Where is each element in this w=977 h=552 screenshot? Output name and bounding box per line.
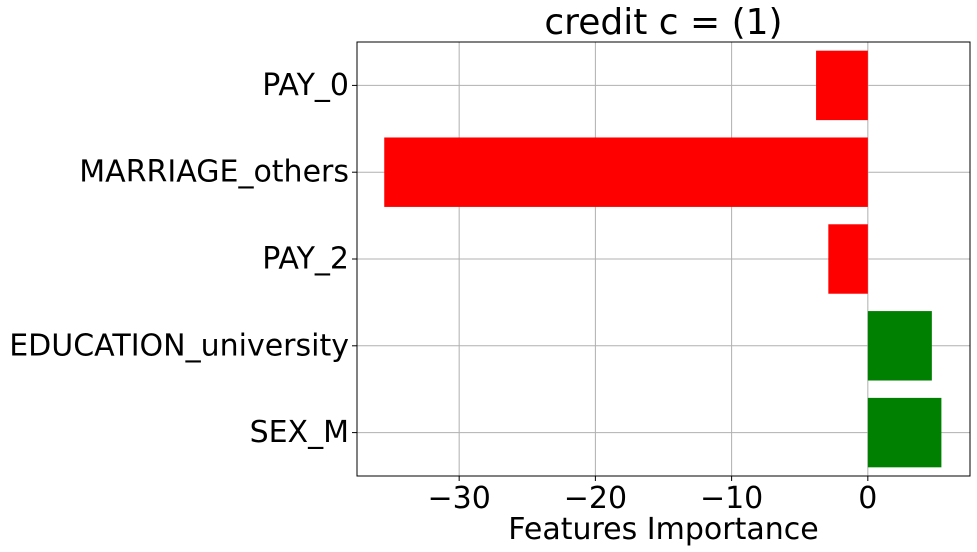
category-labels: PAY_0 MARRIAGE_others PAY_2 EDUCATION_unive… (9, 68, 349, 450)
category-label: EDUCATION_university (9, 328, 349, 363)
bar-pay-0 (816, 50, 868, 121)
category-label: MARRIAGE_others (79, 155, 349, 190)
x-tick-label: 0 (858, 481, 877, 516)
chart-title: credit c = (1) (544, 2, 782, 43)
category-label: PAY_0 (262, 68, 349, 103)
x-tick-label: −20 (564, 481, 627, 516)
bar-sex-m (867, 397, 942, 468)
bar-education-university (867, 311, 932, 381)
tick-marks (352, 84, 869, 481)
bar-marriage-others (384, 137, 868, 207)
category-label: SEX_M (250, 415, 349, 450)
x-axis-label: Features Importance (508, 512, 818, 547)
category-label: PAY_2 (262, 242, 349, 277)
x-tick-labels: −30 −20 −10 0 (428, 481, 878, 516)
x-tick-label: −30 (428, 481, 491, 516)
x-tick-label: −10 (700, 481, 763, 516)
bar-pay-2 (828, 224, 868, 294)
bars (384, 50, 942, 468)
